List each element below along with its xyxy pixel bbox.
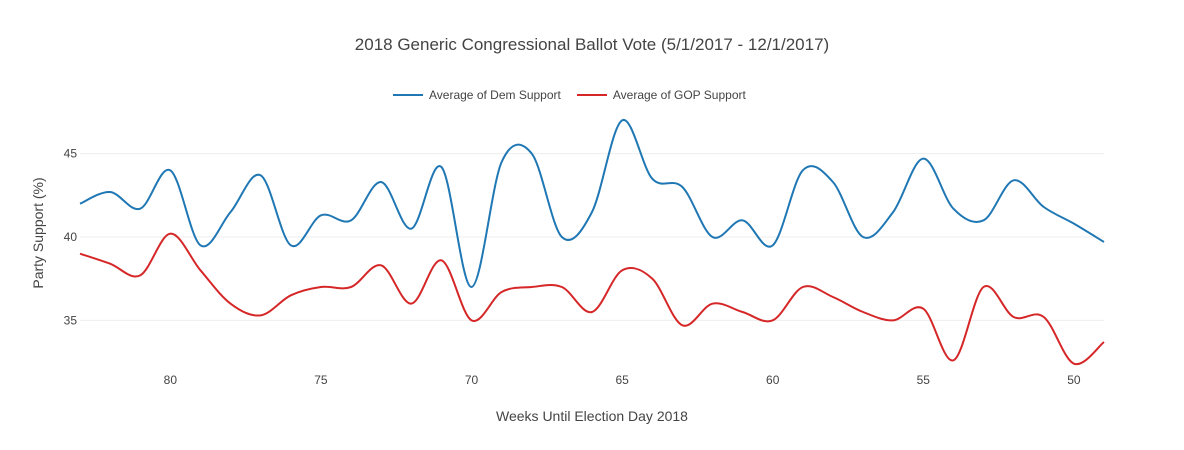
y-axis-ticks: 35 40 45 [64, 147, 78, 328]
legend-swatch-dem [393, 94, 423, 96]
gridlines [80, 153, 1104, 321]
x-tick-label: 70 [465, 373, 479, 387]
legend-swatch-gop [576, 94, 607, 96]
x-axis-label: Weeks Until Election Day 2018 [496, 408, 688, 424]
x-tick-label: 50 [1067, 373, 1081, 387]
x-tick-label: 80 [164, 373, 178, 387]
legend-label-gop: Average of GOP Support [612, 88, 746, 102]
y-tick-label: 35 [64, 313, 78, 327]
x-tick-label: 60 [766, 373, 780, 387]
gop-support-line[interactable] [79, 232, 1105, 366]
x-axis-ticks: 80 75 70 65 60 55 50 [164, 373, 1081, 387]
chart-title: 2018 Generic Congressional Ballot Vote (… [354, 35, 830, 54]
dem-support-line[interactable] [79, 119, 1105, 289]
legend-label-dem: Average of Dem Support [429, 88, 561, 102]
y-axis-label: Party Support (%) [30, 177, 46, 289]
series-lines [79, 119, 1105, 366]
legend-item-dem[interactable]: Average of Dem Support [393, 88, 561, 102]
x-tick-label: 55 [917, 373, 931, 387]
y-tick-label: 40 [64, 230, 78, 244]
legend[interactable]: Average of Dem Support Average of GOP Su… [393, 86, 762, 104]
legend-item-gop[interactable]: Average of GOP Support [576, 88, 746, 102]
x-tick-label: 75 [314, 373, 328, 387]
y-tick-label: 45 [64, 147, 78, 161]
x-tick-label: 65 [615, 373, 629, 387]
